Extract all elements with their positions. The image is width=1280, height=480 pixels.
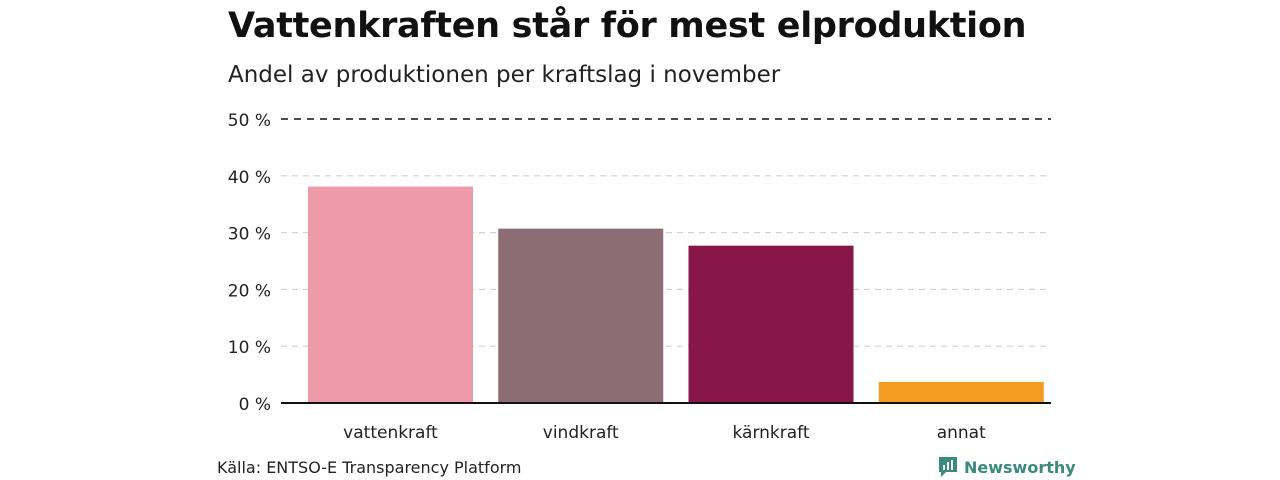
chart-subtitle: Andel av produktionen per kraftslag i no… — [228, 62, 781, 88]
y-tick-label: 10 % — [228, 338, 271, 358]
newsworthy-chart-icon — [939, 457, 957, 477]
bar — [498, 228, 664, 403]
bar — [878, 381, 1044, 403]
bar — [688, 245, 854, 403]
chart-title: Vattenkraften står för mest elproduktion — [228, 6, 1027, 46]
brand-name: Newsworthy — [964, 457, 1076, 477]
source-note: Källa: ENTSO-E Transparency Platform — [217, 458, 522, 477]
y-tick-label: 50 % — [228, 111, 271, 131]
x-tick-label: vindkraft — [543, 423, 619, 443]
x-tick-label: vattenkraft — [343, 423, 438, 443]
y-tick-label: 40 % — [228, 168, 271, 188]
bar — [308, 186, 473, 403]
y-tick-label: 30 % — [228, 225, 271, 245]
y-tick-label: 0 % — [239, 395, 271, 415]
y-tick-label: 20 % — [228, 281, 271, 301]
x-tick-label: kärnkraft — [732, 423, 809, 443]
brand-logo: Newsworthy — [938, 456, 1076, 478]
x-tick-label: annat — [937, 423, 986, 443]
